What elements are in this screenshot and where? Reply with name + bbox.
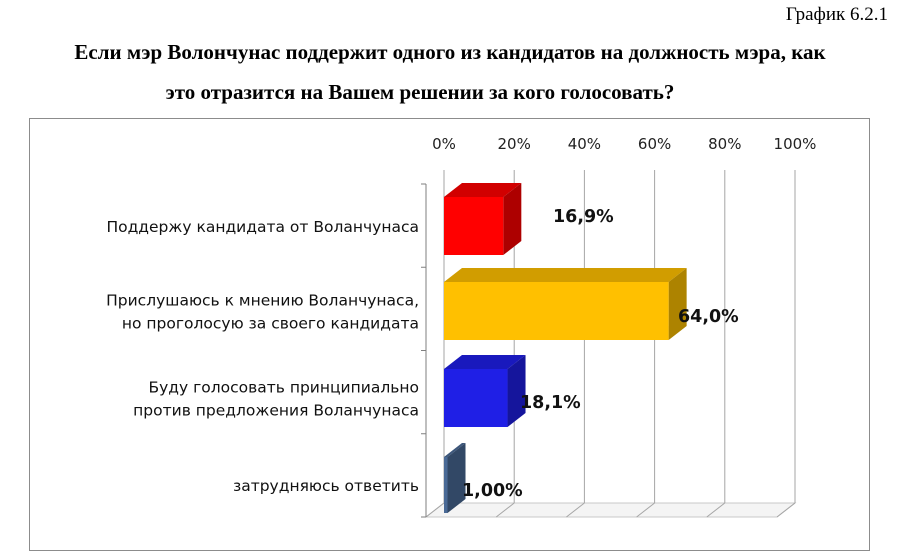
gridline-floor xyxy=(706,502,726,518)
data-label: 64,0% xyxy=(678,307,739,327)
chart-title: Если мэр Волончунас поддержит одного из … xyxy=(0,32,900,112)
category-label: против предложения Воланчунаса xyxy=(133,402,419,420)
chart-floor xyxy=(424,502,797,518)
bar-side xyxy=(668,268,687,340)
bar-top xyxy=(444,183,522,197)
bar xyxy=(444,457,448,513)
gridline-floor xyxy=(776,502,796,518)
data-label: 18,1% xyxy=(520,393,581,413)
x-tick-label: 80% xyxy=(708,135,741,153)
category-label: Прислушаюсь к мнению Воланчунаса, xyxy=(106,292,419,310)
gridline-floor xyxy=(425,502,445,518)
bar-side xyxy=(503,183,522,255)
x-tick-label: 60% xyxy=(638,135,671,153)
x-tick-label: 40% xyxy=(568,135,601,153)
gridline-floor xyxy=(566,502,585,518)
category-label: Буду голосовать принципиально xyxy=(148,379,419,397)
bar-side xyxy=(507,355,526,427)
bar-top xyxy=(444,355,526,369)
bar-top xyxy=(444,443,466,457)
bar xyxy=(444,369,508,427)
figure-caption: График 6.2.1 xyxy=(785,4,888,25)
x-tick-label: 100% xyxy=(774,135,817,153)
x-tick-label: 20% xyxy=(498,135,531,153)
bar xyxy=(444,282,669,340)
gridline-floor xyxy=(495,502,515,518)
data-label: 16,9% xyxy=(553,207,614,227)
category-label: но проголосую за своего кандидата xyxy=(122,315,419,333)
bar-top xyxy=(444,268,687,282)
gridline-floor xyxy=(636,502,655,518)
category-label: Поддержу кандидата от Воланчунаса xyxy=(106,218,419,236)
x-tick-label: 0% xyxy=(432,135,456,153)
bar-side xyxy=(447,443,466,513)
chart-title-line-2: это отразится на Вашем решении за кого г… xyxy=(165,80,675,104)
chart-title-line-1: Если мэр Волончунас поддержит одного из … xyxy=(74,40,826,64)
bar xyxy=(444,197,504,255)
category-label: затрудняюсь ответить xyxy=(233,477,419,495)
data-label: 1,00% xyxy=(462,481,523,501)
